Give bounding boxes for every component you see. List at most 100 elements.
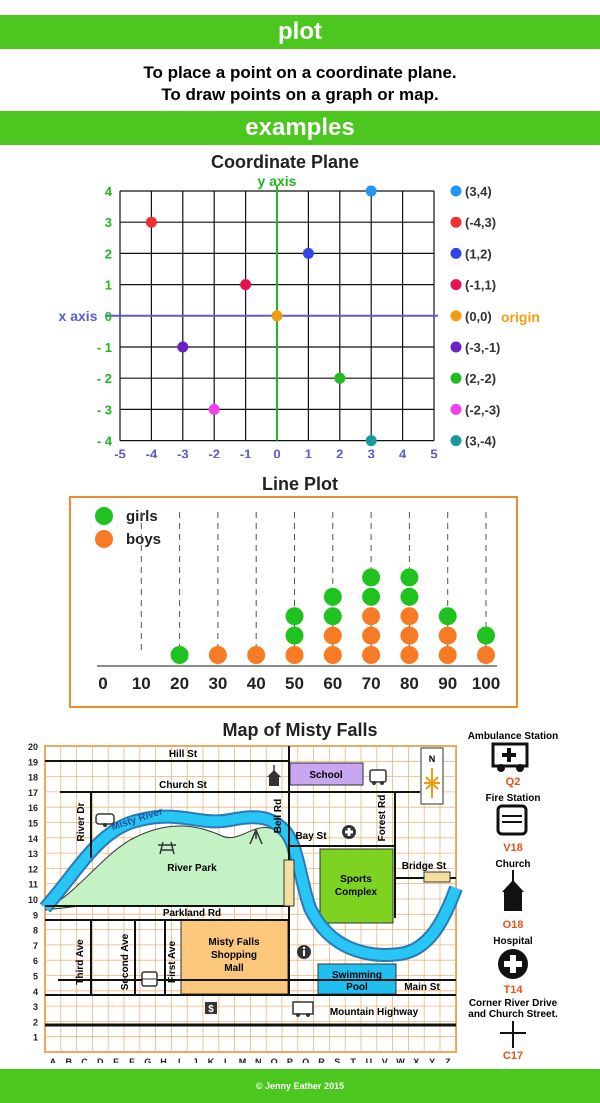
x-tick-label: 5 bbox=[430, 447, 437, 458]
x-tick-label: 100 bbox=[472, 674, 500, 693]
point-label: (1,2) bbox=[465, 246, 492, 261]
line-plot-legend: girls boys bbox=[95, 507, 161, 548]
x-tick-label: 40 bbox=[247, 674, 266, 693]
map-row-label: 3 bbox=[33, 1002, 38, 1012]
point-label: (3,-4) bbox=[465, 434, 496, 449]
coordinate-plane-title: Coordinate Plane bbox=[211, 152, 359, 172]
boys-dot bbox=[400, 646, 419, 664]
map-body: Hill St Church St School River Dr Misty … bbox=[28, 742, 463, 1063]
legend-label: girls bbox=[126, 508, 158, 525]
first-ave-label: First Ave bbox=[167, 941, 178, 983]
coordinate-points bbox=[145, 185, 377, 447]
girls-dot bbox=[323, 607, 342, 626]
caravan-icon bbox=[95, 813, 115, 827]
map-row-label: 14 bbox=[28, 834, 38, 844]
girls-dot bbox=[362, 568, 381, 587]
map-column-label: H bbox=[160, 1057, 167, 1063]
girls-dot bbox=[362, 587, 381, 606]
point-label: (-4,3) bbox=[465, 215, 496, 230]
church-legend-icon bbox=[502, 870, 524, 911]
examples-banner: examples bbox=[0, 111, 600, 145]
line-plot-ticks: 0 10 20 30 40 50 60 70 80 90 100 bbox=[98, 674, 500, 693]
bell-rd-bridge bbox=[283, 859, 295, 907]
map-column-label: N bbox=[255, 1057, 262, 1063]
footer-banner: © Jenny Eather 2015 bbox=[0, 1069, 600, 1103]
y-tick-label: - 3 bbox=[97, 402, 112, 417]
map-row-label: 11 bbox=[28, 880, 38, 890]
x-tick-label: 0 bbox=[273, 447, 280, 458]
fire-station-legend-icon bbox=[496, 804, 528, 836]
coordinate-legend: (3,4) (-4,3) (1,2) (-1,1) (0,0) (-3,-1) (2,-2)… bbox=[450, 184, 500, 449]
y-tick-label: 2 bbox=[105, 246, 112, 261]
map-column-label: L bbox=[224, 1057, 230, 1063]
sports-complex-label-1: Sports bbox=[340, 874, 372, 885]
legend-dot bbox=[450, 403, 462, 415]
map-column-label: Q bbox=[302, 1057, 309, 1063]
legend-label: boys bbox=[126, 531, 161, 548]
legend-dot bbox=[450, 216, 462, 228]
x-tick-label: -3 bbox=[177, 447, 189, 458]
boys-dot bbox=[285, 646, 304, 664]
church-st-label: Church St bbox=[159, 780, 207, 791]
boys-dot bbox=[400, 607, 419, 626]
y-tick-label: - 2 bbox=[97, 371, 112, 386]
map-row-label: 16 bbox=[28, 803, 38, 813]
coordinate-point bbox=[145, 216, 157, 228]
boys-dot bbox=[438, 626, 457, 645]
x-tick-label: 2 bbox=[336, 447, 343, 458]
picnic-table-icon bbox=[158, 841, 176, 855]
legend-ambulance-code: Q2 bbox=[506, 776, 521, 788]
legend-dot bbox=[450, 341, 462, 353]
coordinate-point bbox=[365, 185, 377, 197]
map-row-label: 6 bbox=[33, 956, 38, 966]
coordinate-point bbox=[365, 435, 377, 447]
page-title: plot bbox=[278, 18, 322, 45]
map-column-label: K bbox=[208, 1057, 215, 1063]
map-row-label: 7 bbox=[33, 941, 38, 951]
girls-dot bbox=[400, 568, 419, 587]
school-label: School bbox=[309, 770, 343, 781]
legend-church-code: O18 bbox=[503, 919, 524, 931]
map-column-label: X bbox=[413, 1057, 419, 1063]
mall-label-1: Misty Falls bbox=[208, 937, 260, 948]
map-column-label: T bbox=[350, 1057, 356, 1063]
x-tick-label: 30 bbox=[208, 674, 227, 693]
coordinate-point bbox=[240, 279, 252, 291]
origin-label: origin bbox=[501, 309, 540, 325]
map-row-label: 17 bbox=[28, 788, 38, 798]
swing-icon bbox=[249, 828, 263, 845]
girls-dot bbox=[438, 607, 457, 626]
legend-dot bbox=[95, 530, 113, 548]
bay-st-label: Bay St bbox=[295, 831, 327, 842]
y-tick-label: 4 bbox=[105, 184, 113, 199]
x-tick-label: 70 bbox=[362, 674, 381, 693]
x-tick-label: 90 bbox=[438, 674, 457, 693]
map-row-label: 12 bbox=[28, 864, 38, 874]
map-column-label: M bbox=[239, 1057, 247, 1063]
map-title: Map of Misty Falls bbox=[222, 720, 377, 740]
map-row-label: 8 bbox=[33, 926, 38, 936]
map-column-label: B bbox=[65, 1057, 72, 1063]
legend-dot bbox=[450, 435, 462, 447]
ambulance-icon bbox=[491, 742, 529, 772]
legend-dot bbox=[450, 310, 462, 322]
definition-line-1: To place a point on a coordinate plane. bbox=[143, 63, 457, 82]
point-label: (-2,-3) bbox=[465, 402, 500, 417]
map-column-label: F bbox=[129, 1057, 135, 1063]
boys-dot bbox=[208, 646, 227, 664]
map-column-label: O bbox=[271, 1057, 278, 1063]
map-column-label: Y bbox=[429, 1057, 435, 1063]
church-icon bbox=[267, 765, 281, 786]
x-tick-label: -5 bbox=[114, 447, 126, 458]
legend-dot bbox=[95, 507, 113, 525]
map-row-label: 20 bbox=[28, 742, 38, 752]
mall-label-2: Shopping bbox=[211, 950, 257, 961]
map-column-label: W bbox=[396, 1057, 405, 1063]
compass-icon bbox=[424, 768, 440, 798]
forest-rd-label: Forest Rd bbox=[377, 795, 388, 842]
hospital-icon bbox=[342, 825, 356, 839]
copyright-text: © Jenny Eather 2015 bbox=[255, 1081, 345, 1091]
map-row-label: 4 bbox=[33, 987, 38, 997]
x-tick-label: 50 bbox=[285, 674, 304, 693]
map-row-label: 19 bbox=[28, 757, 38, 767]
